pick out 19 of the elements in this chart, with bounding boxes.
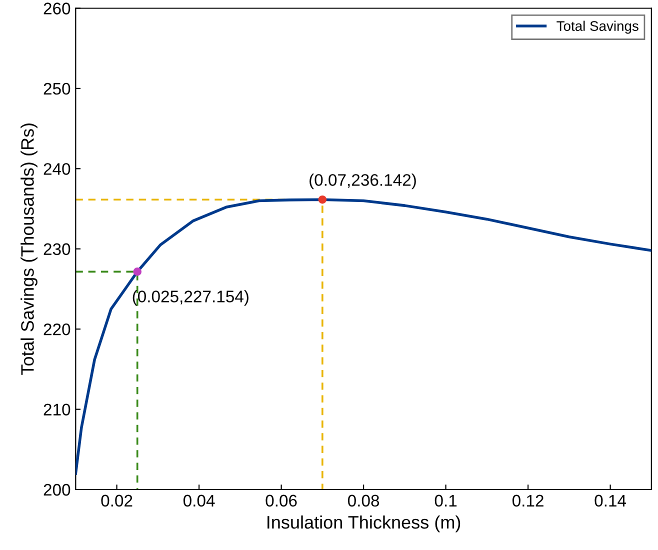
y-tick-label: 260: [44, 2, 70, 14]
y-tick-label: 230: [44, 243, 70, 256]
annotation: (0.025,227.154): [132, 290, 248, 306]
legend-label: Total Savings: [556, 20, 638, 34]
y-tick-label: 200: [44, 484, 70, 496]
x-tick-label: 0.08: [348, 494, 380, 507]
x-tick-label: 0.02: [101, 494, 132, 507]
x-tick-label: 0.04: [183, 494, 215, 507]
x-tick-label: 0.12: [512, 494, 544, 507]
y-tick-label: 220: [44, 323, 70, 336]
x-tick-label: 0.06: [266, 494, 297, 507]
x-axis-title: Insulation Thickness (m): [268, 515, 460, 532]
y-axis-title: Total Savings (Thousands) (Rs): [20, 124, 38, 375]
x-tick-label: 0.1: [434, 494, 457, 507]
y-tick-label: 250: [44, 82, 70, 95]
y-tick-label: 240: [44, 163, 70, 175]
x-tick-label: 0.14: [594, 494, 626, 507]
y-tick-label: 210: [44, 404, 70, 416]
annotation: (0.07,236.142): [310, 174, 416, 190]
